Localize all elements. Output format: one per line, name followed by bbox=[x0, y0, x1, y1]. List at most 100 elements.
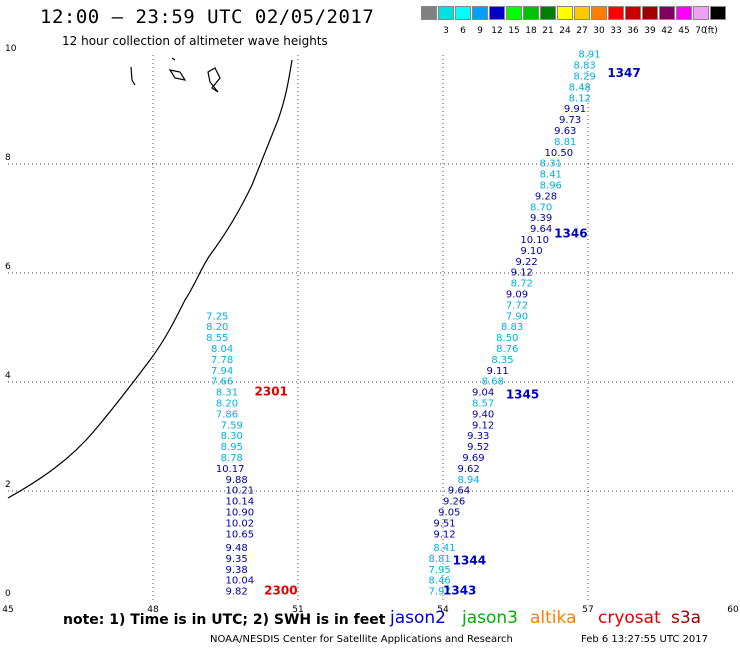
swh-reading: 9.69 bbox=[462, 453, 484, 464]
track-cryosat: 9.8210.049.389.359.4810.6510.0210.9010.1… bbox=[206, 311, 297, 597]
swh-reading: 8.46 bbox=[429, 576, 451, 587]
swh-reading: 8.81 bbox=[429, 554, 451, 565]
swh-reading: 9.12 bbox=[472, 420, 494, 431]
swh-reading: 9.12 bbox=[433, 529, 455, 540]
coastline bbox=[7, 57, 293, 499]
swh-reading: 8.31 bbox=[540, 159, 562, 170]
lon-tick-label: 48 bbox=[147, 605, 159, 615]
swh-reading: 9.64 bbox=[448, 486, 470, 497]
coastline-path bbox=[7, 59, 293, 499]
swh-reading: 8.94 bbox=[458, 475, 480, 486]
swh-reading: 7.25 bbox=[206, 311, 228, 322]
pass-time-label: 2301 bbox=[255, 385, 288, 399]
swh-reading: 8.20 bbox=[206, 322, 228, 333]
swh-reading: 10.17 bbox=[216, 464, 245, 475]
swh-reading: 9.40 bbox=[472, 409, 494, 420]
legend-swatch bbox=[557, 6, 573, 20]
legend-swatch bbox=[574, 6, 590, 20]
lat-tick-label: 6 bbox=[5, 262, 11, 272]
legend-label: 6 bbox=[460, 26, 466, 36]
swh-reading: 8.57 bbox=[472, 399, 494, 410]
swh-reading: 9.33 bbox=[467, 431, 489, 442]
swh-reading: 10.14 bbox=[226, 497, 255, 508]
swh-reading: 8.78 bbox=[221, 453, 243, 464]
swh-reading: 8.04 bbox=[211, 344, 233, 355]
lon-tick-label: 54 bbox=[437, 605, 449, 615]
lat-tick-label: 4 bbox=[5, 371, 11, 381]
legend-swatch bbox=[438, 6, 454, 20]
swh-reading: 7.90 bbox=[506, 311, 528, 322]
legend-label: 15 bbox=[508, 26, 520, 36]
swh-reading: 8.96 bbox=[540, 181, 562, 192]
legend-label: 3 bbox=[443, 26, 449, 36]
legend-unit: (ft) bbox=[704, 26, 718, 36]
swh-reading: 7.86 bbox=[216, 409, 238, 420]
legend-swatch bbox=[523, 6, 539, 20]
lat-tick-label: 0 bbox=[5, 589, 11, 599]
swh-reading: 8.83 bbox=[501, 322, 523, 333]
swh-reading: 10.50 bbox=[545, 148, 574, 159]
swh-reading: 9.64 bbox=[530, 224, 552, 235]
swh-reading: 7.94 bbox=[211, 366, 233, 377]
swh-reading: 9.91 bbox=[564, 104, 586, 115]
legend-label: 18 bbox=[525, 26, 537, 36]
lat-tick-label: 8 bbox=[5, 153, 11, 163]
swh-reading: 9.62 bbox=[458, 464, 480, 475]
legend-label: 9 bbox=[477, 26, 483, 36]
legend-swatch bbox=[625, 6, 641, 20]
lon-tick-label: 45 bbox=[2, 605, 13, 615]
footer-note: note: 1) Time is in UTC; 2) SWH is in fe… bbox=[63, 612, 386, 628]
swh-reading: 10.90 bbox=[226, 508, 255, 519]
legend-label: 70 bbox=[695, 26, 707, 36]
lat-lon-grid bbox=[8, 55, 733, 600]
legend-swatch bbox=[659, 6, 675, 20]
pass-time-label: 1344 bbox=[453, 554, 486, 568]
island-coast bbox=[168, 69, 187, 81]
swh-reading: 9.10 bbox=[520, 246, 542, 257]
legend-label: 36 bbox=[627, 26, 639, 36]
map-subtitle: 12 hour collection of altimeter wave hei… bbox=[62, 34, 328, 48]
credit-text: NOAA/NESDIS Center for Satellite Applica… bbox=[210, 634, 513, 645]
swh-reading: 9.05 bbox=[438, 508, 460, 519]
swh-reading: 9.28 bbox=[535, 191, 557, 202]
swh-reading: 9.63 bbox=[554, 126, 576, 137]
legend-label: 12 bbox=[491, 26, 503, 36]
swh-reading: 10.65 bbox=[226, 529, 255, 540]
island-coast bbox=[171, 57, 176, 61]
swh-reading: 8.83 bbox=[574, 61, 596, 72]
legend-swatch bbox=[676, 6, 692, 20]
swh-reading: 9.39 bbox=[530, 213, 552, 224]
swh-reading: 7.97 bbox=[429, 587, 451, 598]
legend-swatch bbox=[710, 6, 726, 20]
legend-label: 39 bbox=[644, 26, 656, 36]
legend-label: 45 bbox=[678, 26, 690, 36]
swh-reading: 8.91 bbox=[578, 50, 600, 61]
legend-swatch bbox=[472, 6, 488, 20]
generation-timestamp: Feb 6 13:27:55 UTC 2017 bbox=[581, 634, 708, 645]
swh-reading: 8.95 bbox=[221, 442, 243, 453]
legend-swatch bbox=[540, 6, 556, 20]
satellite-altika: altika bbox=[530, 608, 577, 628]
swh-reading: 8.29 bbox=[574, 72, 596, 83]
swh-reading: 8.41 bbox=[433, 543, 455, 554]
lon-tick-label: 60 bbox=[727, 605, 739, 615]
swh-reading: 7.66 bbox=[211, 377, 233, 388]
swh-reading: 9.82 bbox=[226, 587, 248, 598]
swh-reading: 7.72 bbox=[506, 300, 528, 311]
swh-reading: 8.41 bbox=[540, 170, 562, 181]
legend-swatch bbox=[591, 6, 607, 20]
pass-time-label: 2300 bbox=[264, 584, 297, 598]
swh-reading: 8.72 bbox=[511, 279, 533, 290]
legend-label: 21 bbox=[542, 26, 554, 36]
satellite-s3a: s3a bbox=[671, 608, 702, 628]
lon-tick-label: 51 bbox=[292, 605, 303, 615]
swh-reading: 9.35 bbox=[226, 554, 248, 565]
swh-reading: 9.09 bbox=[506, 290, 528, 301]
pass-time-label: 1347 bbox=[607, 66, 640, 80]
legend-swatch bbox=[693, 6, 709, 20]
satellite-jason3: jason3 bbox=[462, 608, 518, 628]
swh-reading: 8.12 bbox=[569, 93, 591, 104]
swh-reading: 10.21 bbox=[226, 486, 255, 497]
legend-swatch bbox=[506, 6, 522, 20]
island-coast bbox=[207, 67, 221, 93]
